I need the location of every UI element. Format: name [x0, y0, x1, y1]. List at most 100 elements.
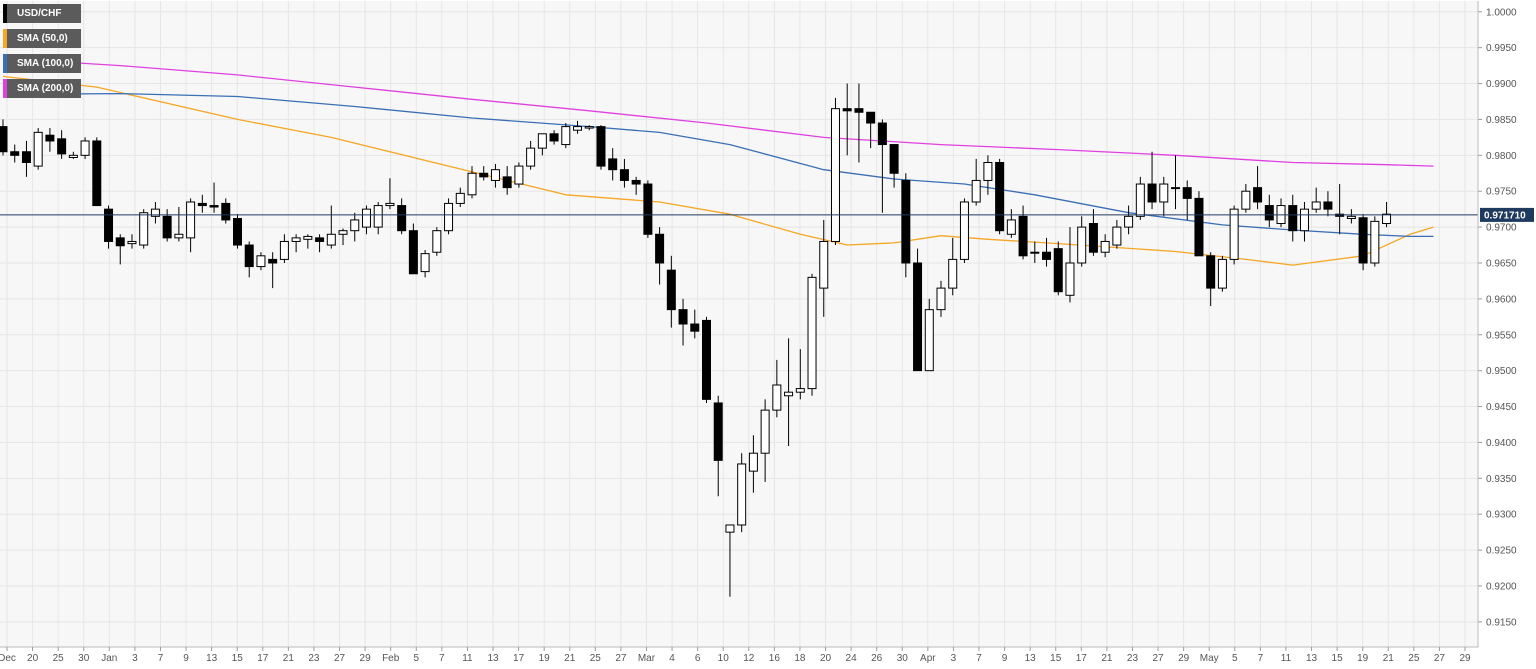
candle-body: [1288, 205, 1298, 232]
candle-down: [913, 248, 923, 372]
candle-up: [737, 453, 747, 533]
candle-body: [514, 165, 524, 185]
candle-body: [1042, 251, 1052, 260]
x-tick-label: 25: [1408, 653, 1420, 664]
candle-body: [10, 151, 20, 156]
x-tick-label: 27: [334, 653, 346, 664]
x-tick-label: 25: [590, 653, 602, 664]
candle-body: [948, 258, 958, 289]
candle-body: [197, 202, 207, 207]
candle-body: [537, 133, 547, 149]
x-tick-label: 17: [257, 653, 269, 664]
candle-up: [291, 234, 301, 253]
candle-down: [315, 234, 325, 253]
candle-body: [737, 463, 747, 526]
candle-body: [326, 233, 336, 246]
candle-up: [561, 123, 571, 149]
candle-body: [33, 131, 43, 167]
current-price-tag: 0.971710: [1480, 207, 1534, 222]
legend-label-sma-50: SMA (50,0): [17, 33, 68, 44]
candle-up: [256, 252, 266, 271]
legend-item-sma-50[interactable]: SMA (50,0): [3, 29, 82, 48]
candle-body: [315, 237, 325, 242]
candle-down: [596, 125, 606, 170]
candle-body: [1018, 215, 1028, 257]
x-tick-label: 25: [53, 653, 65, 664]
candle-body: [866, 111, 876, 124]
candle-down: [479, 166, 489, 181]
legend-item-sma-200[interactable]: SMA (200,0): [3, 79, 82, 98]
legend-swatch-sma-50: [3, 29, 7, 48]
y-tick-label: 0.9450: [1486, 402, 1517, 413]
candle-up: [1124, 205, 1134, 235]
x-tick-label: 15: [1050, 653, 1062, 664]
candle-up: [326, 205, 336, 249]
x-tick-label: May: [1200, 653, 1219, 664]
candle-up: [807, 273, 817, 396]
candle-up: [725, 524, 735, 597]
candle-body: [596, 126, 606, 167]
x-tick-label: 21: [1101, 653, 1113, 664]
candle-body: [784, 391, 794, 397]
y-tick-label: 0.9500: [1486, 366, 1517, 377]
candle-body: [115, 237, 125, 247]
x-tick-label: 7: [439, 653, 445, 664]
y-tick-label: 0.9950: [1486, 43, 1517, 54]
candle-body: [1100, 240, 1110, 253]
candle-up: [537, 133, 547, 156]
legend-item-sma-100[interactable]: SMA (100,0): [3, 54, 82, 73]
candle-body: [549, 133, 559, 142]
candle-down: [549, 130, 559, 145]
candle-body: [1194, 197, 1204, 257]
candle-body: [186, 201, 196, 239]
candle-up: [361, 205, 371, 235]
candle-body: [760, 409, 770, 454]
candle-up: [139, 209, 149, 249]
candle-up: [279, 234, 289, 263]
candle-down: [866, 111, 876, 149]
candle-body: [807, 276, 817, 390]
candle-body: [467, 172, 477, 196]
x-tick-label: Apr: [920, 653, 936, 664]
candle-body: [444, 202, 454, 232]
candle-body: [139, 212, 149, 246]
candle-body: [877, 122, 887, 146]
candle-down: [995, 158, 1005, 235]
candle-up: [174, 207, 184, 242]
x-tick-label: 13: [1306, 653, 1318, 664]
candle-up: [444, 198, 454, 235]
candle-down: [221, 198, 231, 224]
candle-up: [33, 128, 43, 170]
candle-down: [889, 144, 899, 188]
candle-body: [408, 230, 418, 275]
y-tick-label: 0.9250: [1486, 546, 1517, 557]
candle-body: [1264, 205, 1274, 221]
candle-body: [361, 208, 371, 228]
candle-body: [291, 237, 301, 242]
candle-body: [690, 323, 700, 332]
legend-item-usdchf[interactable]: USD/CHF: [3, 4, 82, 23]
candle-up: [924, 298, 934, 372]
x-tick-label: 16: [769, 653, 781, 664]
candle-down: [619, 158, 629, 188]
candle-body: [479, 172, 489, 178]
candle-down: [643, 180, 653, 238]
candle-up: [819, 219, 829, 317]
candle-down: [1053, 241, 1063, 296]
candle-body: [1299, 208, 1309, 232]
candle-up: [1006, 209, 1016, 238]
x-tick-label: 27: [1434, 653, 1446, 664]
candle-body: [45, 134, 55, 142]
x-tick-label: 29: [360, 653, 372, 664]
candle-body: [1135, 183, 1145, 217]
candle-down: [1042, 237, 1052, 267]
candle-body: [1323, 201, 1333, 210]
candle-up: [186, 198, 196, 253]
candle-down: [666, 255, 676, 328]
candle-up: [1241, 184, 1251, 213]
x-tick-label: 27: [615, 653, 627, 664]
candle-up: [1065, 227, 1075, 303]
candle-body: [1006, 219, 1016, 235]
candle-down: [655, 227, 665, 285]
